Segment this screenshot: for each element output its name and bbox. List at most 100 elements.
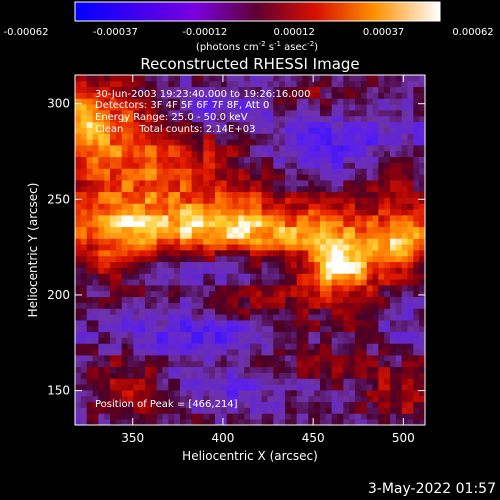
heatmap-cell <box>203 232 210 239</box>
heatmap-cell <box>215 372 222 379</box>
heatmap-cell <box>285 168 292 175</box>
heatmap-cell <box>390 215 397 222</box>
heatmap-cell <box>290 407 298 414</box>
heatmap-cell <box>180 203 187 210</box>
heatmap-cell <box>378 302 385 309</box>
heatmap-cell <box>250 320 257 327</box>
heatmap-cell <box>302 110 309 117</box>
heatmap-cell <box>419 407 426 414</box>
heatmap-cell <box>261 121 268 128</box>
heatmap-cell <box>191 238 198 245</box>
heatmap-cell <box>238 215 245 222</box>
heatmap-cell <box>267 162 274 169</box>
heatmap-cell <box>232 80 239 88</box>
heatmap-cell <box>337 156 344 163</box>
heatmap-cell <box>75 98 82 105</box>
heatmap-cell <box>86 244 93 251</box>
heatmap-cell <box>337 80 344 88</box>
heatmap-cell <box>390 337 397 344</box>
heatmap-cell <box>384 145 391 152</box>
heatmap-cell <box>285 174 292 181</box>
heatmap-cell <box>331 232 338 239</box>
heatmap-cell <box>290 174 298 181</box>
heatmap-cell <box>331 133 338 140</box>
heatmap-cell <box>337 360 344 368</box>
heatmap-cell <box>325 290 333 298</box>
heatmap-cell <box>197 232 204 239</box>
heatmap-cell <box>419 401 426 408</box>
heatmap-cell <box>331 320 338 327</box>
heatmap-cell <box>238 220 245 228</box>
heatmap-cell <box>180 232 187 239</box>
heatmap-cell <box>401 325 408 333</box>
heatmap-cell <box>191 384 198 391</box>
heatmap-cell <box>279 139 286 146</box>
heatmap-cell <box>343 215 350 222</box>
heatmap-cell <box>168 168 175 175</box>
heatmap-cell <box>337 86 344 93</box>
heatmap-cell <box>110 145 117 152</box>
heatmap-cell <box>80 156 88 163</box>
heatmap-cell <box>366 150 373 158</box>
heatmap-cell <box>419 290 426 298</box>
heatmap-cell <box>285 238 292 245</box>
heatmap-cell <box>401 349 408 356</box>
heatmap-cell <box>355 174 362 181</box>
heatmap-cell <box>395 395 403 403</box>
heatmap-cell <box>121 401 128 408</box>
heatmap-cell <box>279 244 286 251</box>
heatmap-cell <box>86 215 93 222</box>
heatmap-cell <box>104 174 111 181</box>
heatmap-cell <box>279 150 286 158</box>
heatmap-cell <box>366 255 373 263</box>
heatmap-cell <box>325 273 333 280</box>
heatmap-cell <box>337 390 344 397</box>
heatmap-cell <box>273 372 280 379</box>
heatmap-cell <box>378 378 385 385</box>
heatmap-cell <box>168 395 175 403</box>
heatmap-cell <box>215 255 222 263</box>
heatmap-cell <box>220 232 228 239</box>
heatmap-cell <box>180 115 187 123</box>
heatmap-cell <box>325 296 333 303</box>
heatmap-cell <box>174 366 181 373</box>
heatmap-cell <box>244 98 251 105</box>
heatmap-cell <box>419 273 426 280</box>
heatmap-cell <box>273 162 280 169</box>
heatmap-cell <box>203 372 210 379</box>
heatmap-cell <box>133 395 140 403</box>
heatmap-cell <box>360 110 368 117</box>
heatmap-cell <box>390 92 397 99</box>
heatmap-cell <box>325 407 333 414</box>
heatmap-cell <box>343 384 350 391</box>
heatmap-cell <box>121 203 128 210</box>
heatmap-cell <box>250 285 257 292</box>
heatmap-cell <box>384 401 391 408</box>
heatmap-cell <box>244 133 251 140</box>
heatmap-cell <box>209 226 216 233</box>
heatmap-cell <box>279 366 286 373</box>
heatmap-cell <box>279 80 286 88</box>
heatmap-cell <box>215 156 222 163</box>
heatmap-cell <box>145 110 152 117</box>
heatmap-cell <box>86 139 93 146</box>
heatmap-cell <box>360 331 368 338</box>
heatmap-cell <box>325 331 333 338</box>
heatmap-cell <box>232 308 239 315</box>
heatmap-cell <box>162 302 169 309</box>
heatmap-cell <box>349 238 356 245</box>
heatmap-cell <box>104 104 111 111</box>
heatmap-cell <box>139 238 146 245</box>
heatmap-cell <box>390 127 397 134</box>
heatmap-cell <box>133 174 140 181</box>
heatmap-cell <box>314 331 321 338</box>
heatmap-cell <box>250 150 257 158</box>
heatmap-cell <box>86 261 93 268</box>
heatmap-cell <box>209 139 216 146</box>
heatmap-cell <box>267 413 274 420</box>
heatmap-cell <box>419 104 426 111</box>
heatmap-cell <box>337 337 344 344</box>
heatmap-cell <box>209 127 216 134</box>
heatmap-cell <box>296 232 303 239</box>
heatmap-cell <box>267 185 274 193</box>
